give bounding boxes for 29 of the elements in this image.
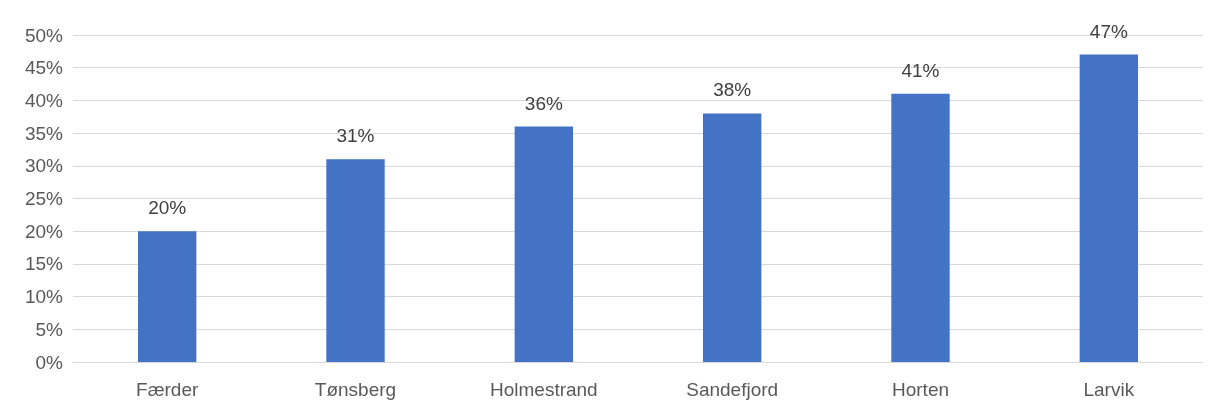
bar xyxy=(891,93,950,362)
x-tick-label: Sandefjord xyxy=(686,379,779,400)
x-tick-label: Larvik xyxy=(1083,379,1135,400)
y-tick-label: 15% xyxy=(24,253,64,275)
bar xyxy=(1079,54,1139,362)
data-label: 41% xyxy=(901,59,940,81)
y-tick-label: 50% xyxy=(24,24,64,46)
x-tick-label: Tønsberg xyxy=(314,379,397,400)
y-tick-label: 45% xyxy=(24,57,64,79)
x-tick-label: Færder xyxy=(136,379,199,400)
bar xyxy=(514,126,574,362)
data-label: 38% xyxy=(713,79,752,101)
data-label: 20% xyxy=(148,197,187,219)
y-tick-label: 25% xyxy=(24,188,64,209)
bar xyxy=(137,231,197,362)
y-tick-label: 20% xyxy=(24,220,64,242)
y-tick-label: 35% xyxy=(24,122,64,144)
y-tick-label: 0% xyxy=(35,351,64,373)
data-label: 47% xyxy=(1089,20,1128,42)
y-tick-label: 10% xyxy=(24,286,64,308)
x-tick-label: Horten xyxy=(891,379,950,400)
y-tick-label: 5% xyxy=(35,318,64,340)
x-tick-label: Holmestrand xyxy=(489,379,598,400)
data-label: 36% xyxy=(524,92,563,114)
y-tick-label: 30% xyxy=(24,155,64,177)
bar xyxy=(702,113,762,362)
y-tick-label: 40% xyxy=(24,89,64,111)
data-label: 31% xyxy=(336,125,375,147)
bar xyxy=(326,159,385,362)
